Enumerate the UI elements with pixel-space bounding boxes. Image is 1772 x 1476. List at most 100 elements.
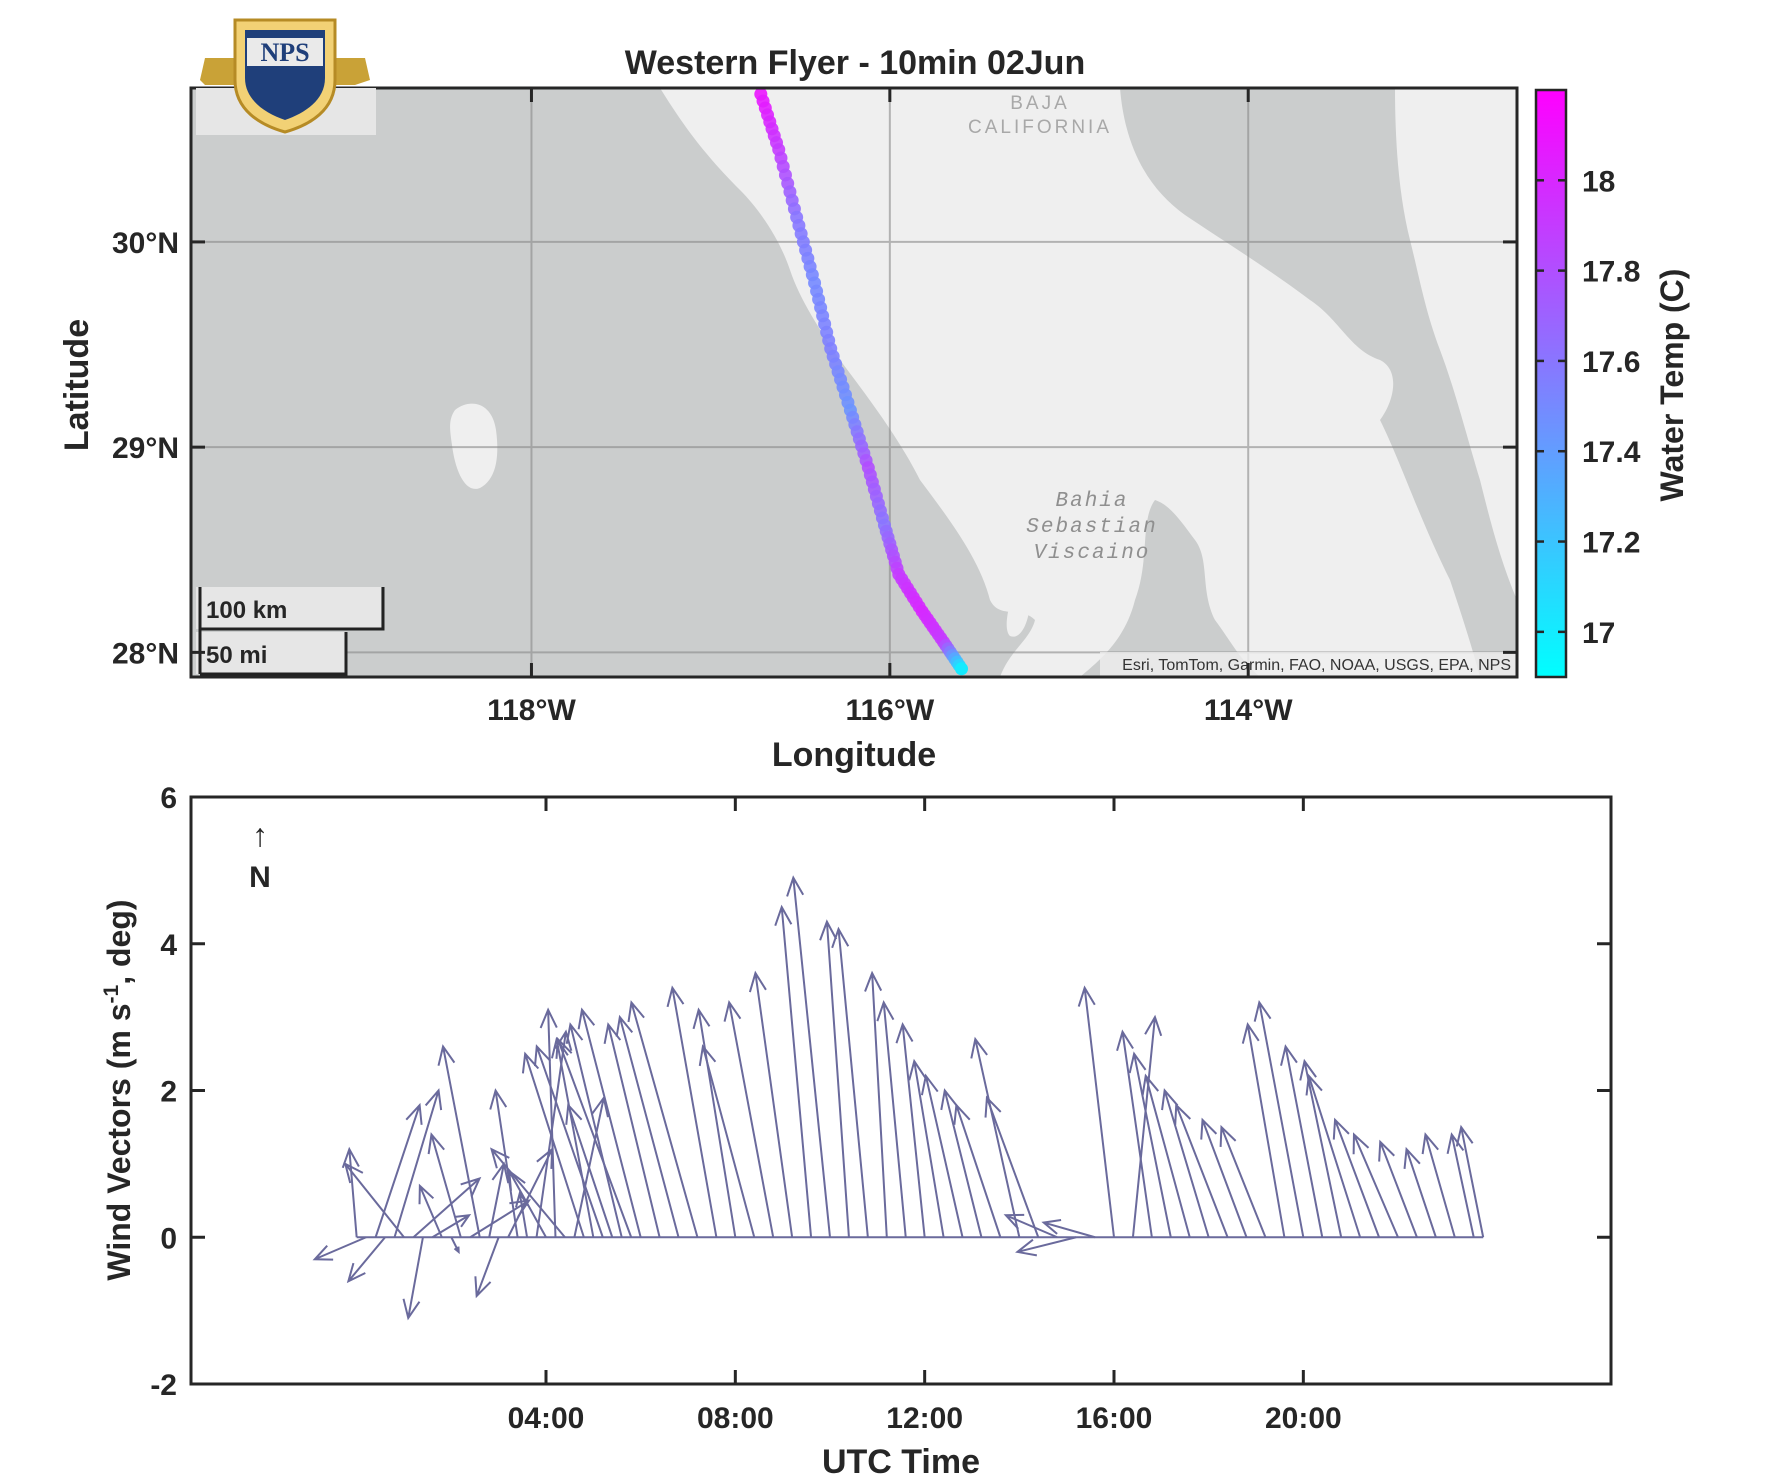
wind-vector xyxy=(1161,1088,1210,1238)
wind-ylabel: Wind Vectors (m s-1, deg) xyxy=(100,899,137,1280)
basemap-label-sebastian: Sebastian xyxy=(1026,516,1157,539)
ship-track xyxy=(754,87,969,676)
basemap-label-baja: BAJA xyxy=(1010,93,1070,114)
colorbar-tick-label: 18 xyxy=(1582,165,1615,198)
attribution-bg xyxy=(1100,652,1516,676)
wind-vector xyxy=(774,904,813,1238)
basemap-labels: BAJA CALIFORNIA xyxy=(968,93,1112,138)
wind-vector xyxy=(550,1036,595,1238)
wind-vector xyxy=(666,985,718,1238)
wind-ytick-label: 4 xyxy=(160,929,177,962)
wind-vector xyxy=(786,875,831,1238)
scalebar: 100 km 50 mi xyxy=(196,587,385,676)
wind-vector xyxy=(474,1236,500,1299)
wind-vector xyxy=(1141,1073,1191,1238)
wind-vector xyxy=(1421,1132,1456,1238)
north-label: N xyxy=(249,861,271,894)
wind-vector xyxy=(521,1051,585,1238)
logo-plate xyxy=(247,38,323,66)
wind-vector xyxy=(427,1132,462,1238)
map-panel: Western Flyer - 10min 02Jun BAJA CALIFOR… xyxy=(58,18,1519,774)
basemap-label-california: CALIFORNIA xyxy=(968,117,1112,138)
colorbar-tick-label: 17 xyxy=(1582,617,1615,650)
wind-xtick-label: 16:00 xyxy=(1076,1402,1153,1435)
wind-vector xyxy=(1128,1051,1172,1238)
wind-vector xyxy=(565,1102,614,1238)
wind-vector xyxy=(723,1000,775,1238)
map-ylabel: Latitude xyxy=(58,319,96,451)
wind-vector xyxy=(920,1073,964,1238)
wind-xtick-label: 12:00 xyxy=(886,1402,963,1435)
wind-panel: 6 4 2 0 -2 04:00 08:00 12:00 16:00 20:00 ↑ N UTC … xyxy=(100,782,1613,1476)
map-land-peninsula xyxy=(660,88,1480,677)
wind-vector xyxy=(1332,1117,1381,1238)
wind-vector xyxy=(864,970,888,1238)
wind-vector xyxy=(1200,1117,1248,1238)
wind-vector xyxy=(1015,1236,1077,1257)
wind-vector xyxy=(489,1088,519,1238)
map-xlabel: Longitude xyxy=(772,736,936,774)
map-xtick-label: 118°W xyxy=(487,694,576,727)
map-ytick-label: 30°N xyxy=(112,227,179,260)
colorbar-tick-label: 17.6 xyxy=(1582,346,1640,379)
map-xtick-label: 114°W xyxy=(1204,694,1293,727)
wind-vector xyxy=(831,926,869,1238)
wind-vector xyxy=(402,1237,424,1321)
scalebar-bg-km xyxy=(196,587,381,629)
wind-vector xyxy=(418,1183,443,1238)
map-island-cedros xyxy=(1006,575,1032,637)
wind-xtick-label: 20:00 xyxy=(1265,1402,1342,1435)
map-axes-box xyxy=(189,86,1519,679)
wind-vector xyxy=(565,1022,623,1238)
wind-vector xyxy=(341,1146,360,1238)
wind-vector xyxy=(953,1102,1002,1238)
basemap-label-bahia: Bahia xyxy=(1055,490,1128,513)
wind-xlabel: UTC Time xyxy=(822,1443,980,1476)
wind-vector xyxy=(539,1007,558,1238)
wind-vector xyxy=(1403,1146,1437,1238)
map-title: Western Flyer - 10min 02Jun xyxy=(625,44,1085,82)
wind-vector xyxy=(984,1095,1040,1238)
wind-vector xyxy=(819,919,850,1238)
wind-ytick-label: 6 xyxy=(160,782,177,815)
map-xtick-label: 116°W xyxy=(845,694,934,727)
wind-vector xyxy=(534,1044,604,1238)
wind-ytick-label: 2 xyxy=(160,1076,177,1109)
wind-vector xyxy=(343,1161,405,1238)
wind-vector xyxy=(1378,1139,1418,1238)
wind-vector xyxy=(876,1000,907,1238)
wind-vector xyxy=(627,1000,699,1238)
map-gridlines xyxy=(191,88,1517,677)
wind-vector xyxy=(1003,1213,1058,1239)
wind-vector xyxy=(1116,1029,1153,1238)
wind-vector xyxy=(437,1044,481,1238)
map-ytick-label: 29°N xyxy=(112,432,179,465)
wind-vector xyxy=(970,1036,1021,1238)
wind-vector xyxy=(431,1213,472,1239)
wind-vector xyxy=(1446,1132,1475,1238)
colorbar-gradient xyxy=(1534,88,1568,679)
colorbar-tick-label: 17.8 xyxy=(1582,256,1640,289)
wind-ytick-label: -2 xyxy=(150,1369,177,1402)
wind-vector xyxy=(1352,1132,1399,1238)
wind-vector xyxy=(1299,1058,1343,1238)
wind-vector xyxy=(1219,1124,1267,1238)
basemap-label-viscaino: Viscaino xyxy=(1034,542,1151,565)
north-arrow: ↑ xyxy=(252,817,268,853)
wind-vector xyxy=(393,1088,443,1238)
scalebar-label-mi: 50 mi xyxy=(206,642,267,669)
wind-vector xyxy=(940,1088,983,1238)
wind-vector xyxy=(1280,1044,1324,1238)
wind-vector xyxy=(346,1236,386,1284)
wind-vector xyxy=(1455,1124,1485,1238)
logo-text: NPS xyxy=(260,38,309,67)
wind-ytick-label: 0 xyxy=(160,1222,177,1255)
nps-logo: NPS xyxy=(196,18,376,135)
wind-vectors xyxy=(312,875,1485,1321)
wind-vector xyxy=(1131,1014,1163,1238)
scalebar-bg-mi xyxy=(196,632,346,674)
map-ytick-label: 28°N xyxy=(112,637,179,670)
attribution: Esri, TomTom, Garmin, FAO, NOAA, USGS, E… xyxy=(1122,657,1511,674)
colorbar: 18 17.8 17.6 17.4 17.2 17 Water Temp (C) xyxy=(1534,88,1690,679)
